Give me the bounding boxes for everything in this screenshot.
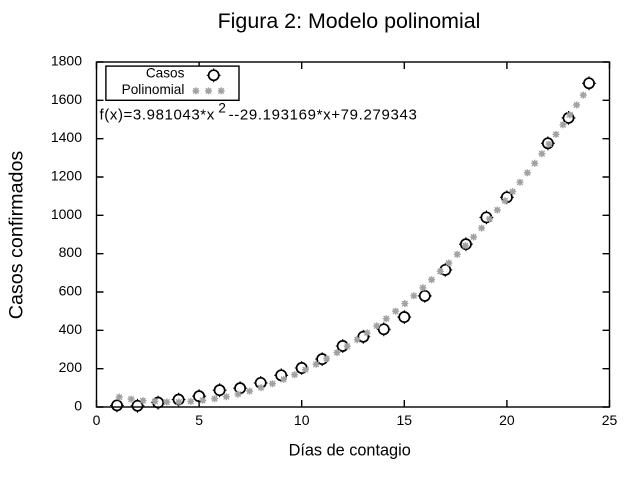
- svg-text:1200: 1200: [51, 168, 82, 184]
- svg-text:Casos: Casos: [146, 66, 185, 81]
- svg-text:0: 0: [93, 412, 101, 428]
- svg-text:20: 20: [499, 412, 515, 428]
- svg-text:25: 25: [602, 412, 618, 428]
- svg-text:600: 600: [59, 283, 83, 299]
- svg-text:Días de contagio: Días de contagio: [289, 442, 411, 460]
- svg-text:Polinomial: Polinomial: [122, 82, 185, 97]
- svg-text:800: 800: [59, 244, 83, 260]
- svg-text:--29.193169*x+79.279343: --29.193169*x+79.279343: [229, 106, 418, 123]
- svg-text:15: 15: [397, 412, 413, 428]
- svg-text:5: 5: [195, 412, 203, 428]
- svg-text:1400: 1400: [51, 129, 82, 145]
- svg-text:1600: 1600: [51, 91, 82, 107]
- svg-text:Figura 2: Modelo polinomial: Figura 2: Modelo polinomial: [218, 9, 481, 33]
- svg-text:0: 0: [74, 398, 82, 414]
- svg-text:400: 400: [59, 321, 83, 337]
- svg-text:f(x)=3.981043*x: f(x)=3.981043*x: [100, 106, 215, 123]
- svg-text:1000: 1000: [51, 206, 82, 222]
- svg-text:Casos confirmados: Casos confirmados: [6, 151, 28, 320]
- svg-text:2: 2: [218, 101, 226, 116]
- svg-text:200: 200: [59, 359, 83, 375]
- svg-text:1800: 1800: [51, 53, 82, 69]
- svg-text:10: 10: [294, 412, 310, 428]
